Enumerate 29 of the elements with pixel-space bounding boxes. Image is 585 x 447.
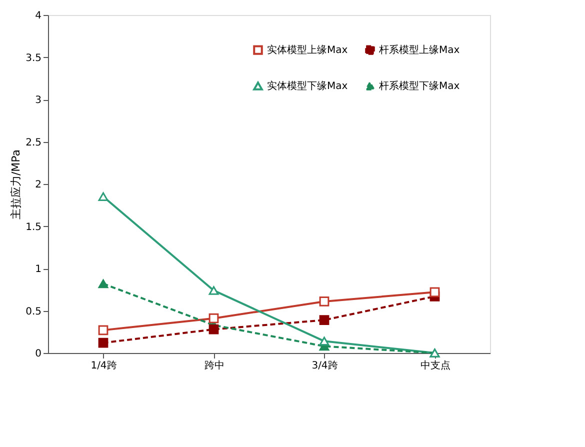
point — [319, 315, 330, 325]
legend-label: 杆系模型上缘Max — [378, 44, 460, 56]
point — [319, 336, 330, 346]
y-tick-label: 4 — [35, 10, 42, 22]
y-tick-label: 3 — [35, 95, 42, 106]
point — [208, 324, 219, 334]
point — [98, 325, 108, 336]
y-tick-label: 2.5 — [26, 137, 42, 148]
y-tick-label: 1.5 — [26, 222, 42, 233]
y-axis-title: 主拉应力/MPa — [10, 149, 23, 220]
point — [430, 287, 440, 298]
point — [208, 286, 219, 295]
y-tick-label: 3.5 — [26, 52, 42, 64]
legend-label: 杆系模型下缘Max — [378, 80, 460, 92]
y-tick-label: 0.5 — [26, 306, 42, 318]
point — [208, 313, 219, 324]
point — [98, 338, 108, 348]
x-tick-label: 中支点 — [420, 360, 450, 372]
point — [98, 192, 108, 202]
y-tick-label: 0 — [35, 348, 42, 360]
x-tick-label: 跨中 — [204, 360, 224, 372]
point — [98, 279, 108, 288]
y-tick-label: 2 — [35, 180, 42, 190]
legend-label: 实体模型下缘Max — [267, 80, 348, 92]
point — [319, 296, 330, 306]
legend-label: 实体模型上缘Max — [267, 44, 348, 56]
x-tick-label: 1/4跨 — [90, 360, 117, 372]
x-tick-label: 3/4跨 — [312, 360, 338, 372]
y-tick-label: 1 — [35, 264, 42, 275]
